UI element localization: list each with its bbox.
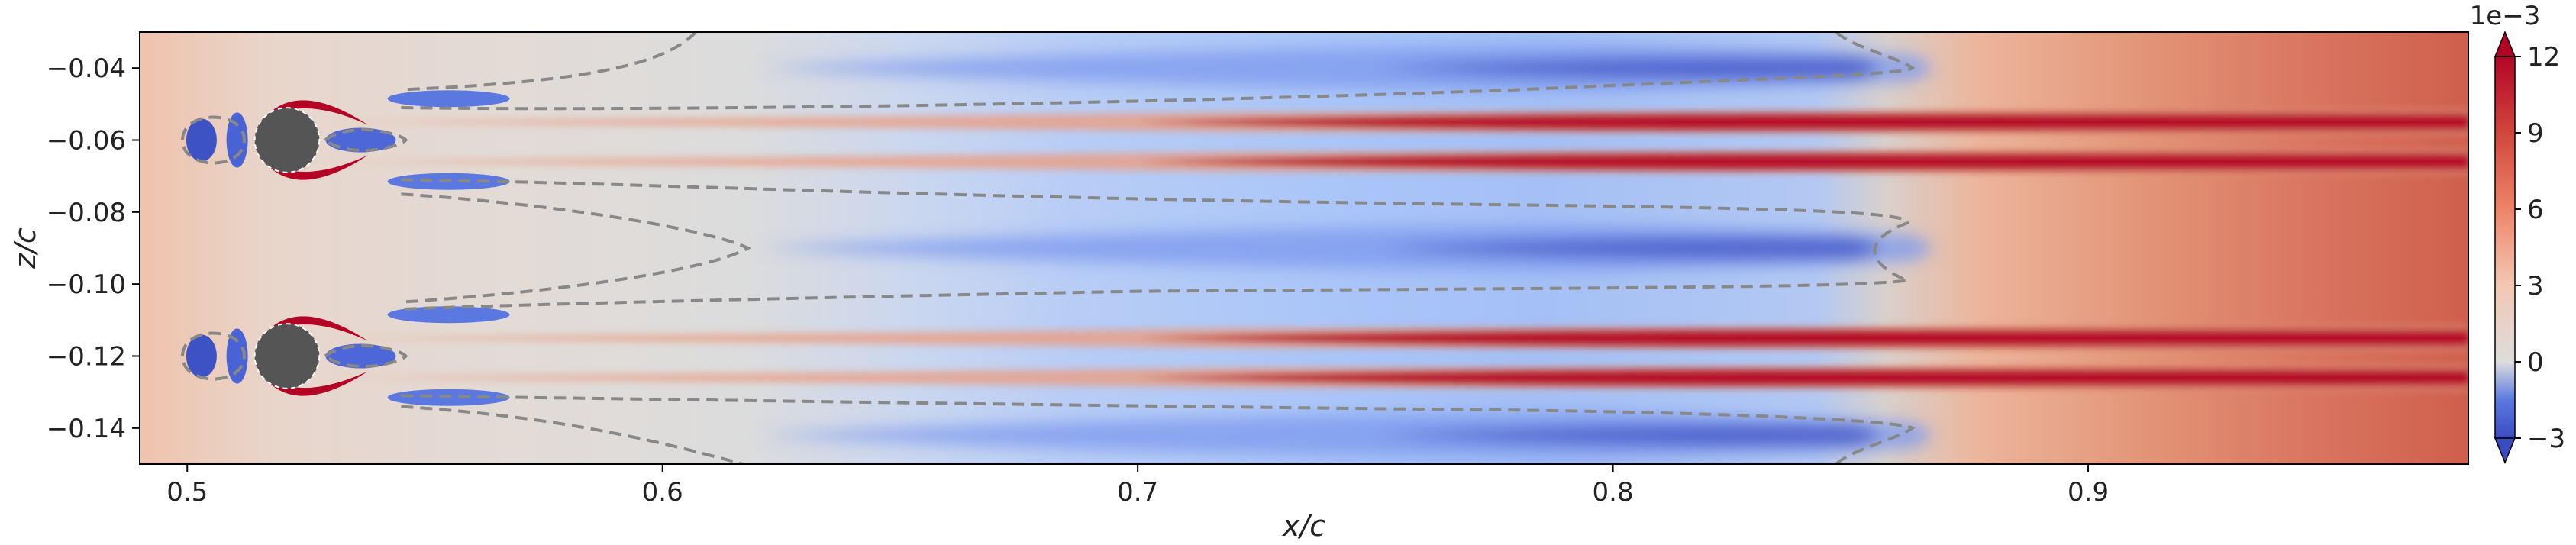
body-cylinder — [253, 107, 321, 173]
red-streak-core — [1138, 368, 2468, 387]
y-tick-label: −0.08 — [47, 198, 126, 228]
colorbar-tick-label: 12 — [2527, 42, 2560, 73]
red-streak-core — [1138, 152, 2468, 171]
zero-contour-line — [401, 405, 744, 464]
y-tick-label: −0.10 — [47, 269, 126, 300]
blue-lobe-core — [1375, 424, 1880, 447]
colorbar-extend-top — [2494, 31, 2516, 57]
y-axis-label: z/c — [8, 227, 42, 269]
shoulder-blue-lobe — [387, 306, 510, 324]
upstream-blue-patch — [186, 118, 217, 162]
downstream-blue-patch — [325, 127, 396, 153]
zero-contour-line — [401, 32, 1916, 111]
colorbar-tick-label: −3 — [2527, 424, 2565, 454]
x-tick-label: 0.5 — [166, 477, 208, 508]
zero-contour-line — [322, 127, 408, 153]
zero-contour-line — [401, 394, 1916, 464]
shoulder-blue-lobe — [387, 90, 510, 108]
colorbar-tick-label: 6 — [2527, 195, 2544, 225]
body-cylinder — [253, 323, 321, 389]
x-tick-label: 0.7 — [1117, 477, 1158, 508]
blue-lobe — [757, 225, 1932, 271]
red-streaks — [329, 109, 2468, 390]
upstream-blue-patch — [186, 334, 217, 378]
zero-contour-line — [322, 343, 408, 369]
x-axis-label: x/c — [1282, 509, 1325, 543]
y-axis-ticks: −0.04 −0.06 −0.08 −0.10 −0.12 −0.14 — [47, 53, 140, 444]
upstream-blue-patch — [226, 328, 248, 384]
blue-lobe — [757, 412, 1932, 459]
zero-contours — [181, 32, 1916, 464]
zero-contour-line — [401, 178, 1909, 311]
near-body-region — [186, 90, 510, 406]
zero-contour-line — [181, 331, 246, 381]
x-tick-label: 0.9 — [2068, 477, 2109, 508]
colorbar-gradient — [2494, 56, 2516, 439]
x-axis-ticks: 0.5 0.6 0.7 0.8 0.9 — [166, 464, 2109, 508]
colorbar-offset-label: 1e−3 — [2470, 1, 2541, 31]
downstream-blue-patch — [325, 343, 396, 369]
x-tick-label: 0.8 — [1593, 477, 1634, 508]
colorbar-ticks: −3 0 3 6 9 12 — [2515, 42, 2565, 454]
y-tick-label: −0.04 — [47, 53, 126, 84]
plot-frame — [139, 31, 2469, 465]
zero-contour-line — [401, 32, 697, 92]
red-streak-core — [1138, 328, 2468, 347]
red-streak-core — [1138, 112, 2468, 131]
x-tick-label: 0.6 — [642, 477, 683, 508]
y-tick-label: −0.06 — [47, 126, 126, 156]
blue-lobe-core — [1375, 56, 1880, 79]
colorbar: −3 0 3 6 9 12 1e−3 — [2470, 1, 2565, 464]
blue-lobe-core — [1375, 237, 1880, 260]
zero-contour-line — [181, 115, 246, 165]
y-tick-label: −0.12 — [47, 342, 126, 372]
zero-contour-line — [401, 192, 752, 304]
heatmap-field — [140, 32, 2468, 464]
upstream-blue-patch — [226, 112, 248, 168]
blue-lobe — [757, 45, 1932, 92]
colorbar-extend-bottom — [2494, 437, 2516, 464]
blue-lobes — [757, 45, 1932, 459]
y-tick-label: −0.14 — [47, 414, 126, 444]
colorbar-tick-label: 0 — [2527, 347, 2544, 378]
colorbar-tick-label: 9 — [2527, 118, 2544, 149]
colorbar-tick-label: 3 — [2527, 271, 2544, 302]
